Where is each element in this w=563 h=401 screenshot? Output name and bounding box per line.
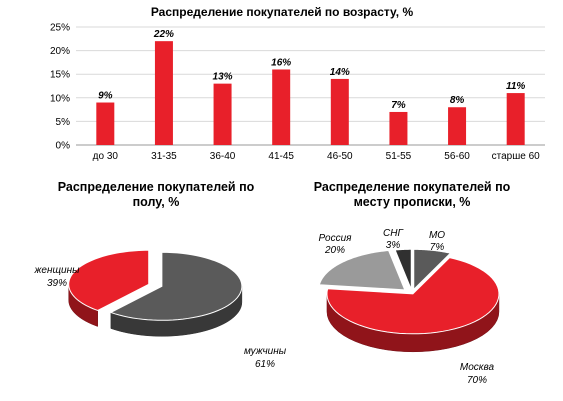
bar-ytick-label: 15%: [50, 70, 70, 81]
bar-ytick-label: 25%: [50, 23, 70, 34]
pie-value-women: 39%: [47, 278, 67, 289]
bar-data-label: 7%: [391, 100, 406, 111]
bar: [389, 111, 408, 145]
pie-value-men: 61%: [255, 359, 275, 370]
gender-pie: [68, 249, 243, 337]
bar-data-label: 13%: [213, 72, 233, 83]
bar-xtick-label: 56-60: [444, 151, 470, 162]
bar: [448, 107, 467, 145]
bar-xtick-label: 46-50: [327, 151, 353, 162]
pie-label-moscow: Москва: [460, 362, 495, 373]
bar: [272, 69, 291, 145]
bar-data-labels: 9% 22% 13% 16% 14% 7% 8% 11%: [98, 29, 525, 111]
pie-value-mo: 7%: [430, 242, 445, 253]
gender-pie-title-line-1: Распределение покупателей по: [58, 180, 255, 194]
bar-ytick-label: 10%: [50, 93, 70, 104]
pie-label-women: женщины: [34, 265, 81, 276]
pie-slice-moscow: [326, 257, 500, 335]
bar: [213, 83, 232, 145]
bar: [96, 102, 115, 145]
bar-xtick-label: 31-35: [151, 151, 177, 162]
bar-xtick-labels: до 30 31-35 36-40 41-45 46-50 51-55 56-60 старш…: [93, 151, 541, 162]
bar-data-label: 14%: [330, 67, 350, 78]
region-pie: [318, 248, 500, 353]
pie-label-men: мужчины: [244, 346, 287, 357]
pie-label-cis: СНГ: [383, 228, 404, 239]
bar: [506, 93, 525, 145]
pie-label-russia: Россия: [318, 233, 352, 244]
region-pie-title-line-2: месту прописки, %: [354, 195, 471, 209]
bar-data-label: 22%: [153, 29, 174, 40]
pie-value-cis: 3%: [386, 240, 401, 251]
pie-value-moscow: 70%: [467, 375, 487, 386]
pie-label-mo: МО: [429, 230, 445, 241]
bar-xtick-label: старше 60: [492, 151, 541, 162]
bar-ytick-label: 20%: [50, 46, 70, 57]
bar-xtick-label: до 30: [93, 151, 119, 162]
bar-ytick-label: 5%: [56, 117, 71, 128]
bar-data-label: 16%: [271, 57, 291, 68]
bar-data-label: 11%: [506, 81, 525, 92]
bar-ytick-label: 0%: [56, 141, 71, 152]
bar-xtick-label: 51-55: [386, 151, 412, 162]
bar-series: [96, 41, 525, 145]
gender-pie-title-line-2: полу, %: [133, 195, 180, 209]
pie-slice-men: [109, 251, 243, 321]
bar-data-label: 8%: [450, 95, 465, 106]
bar-ytick-labels: 0% 5% 10% 15% 20% 25%: [50, 23, 70, 152]
region-pie-title-line-1: Распределение покупателей по: [314, 180, 511, 194]
bar-data-label: 9%: [98, 91, 113, 102]
bar: [154, 41, 173, 145]
pie-slice-women: [68, 249, 150, 312]
bar: [330, 78, 349, 145]
bar-chart-title: Распределение покупателей по возрасту, %: [151, 5, 414, 19]
bar-grid: [76, 26, 545, 146]
pie-slice-russia: [318, 249, 406, 291]
pie-slice-mo: [413, 248, 452, 291]
pie-slice-cis: [394, 248, 412, 290]
pie-value-russia: 20%: [324, 245, 345, 256]
bar-xtick-label: 36-40: [210, 151, 236, 162]
bar-xtick-label: 41-45: [268, 151, 294, 162]
